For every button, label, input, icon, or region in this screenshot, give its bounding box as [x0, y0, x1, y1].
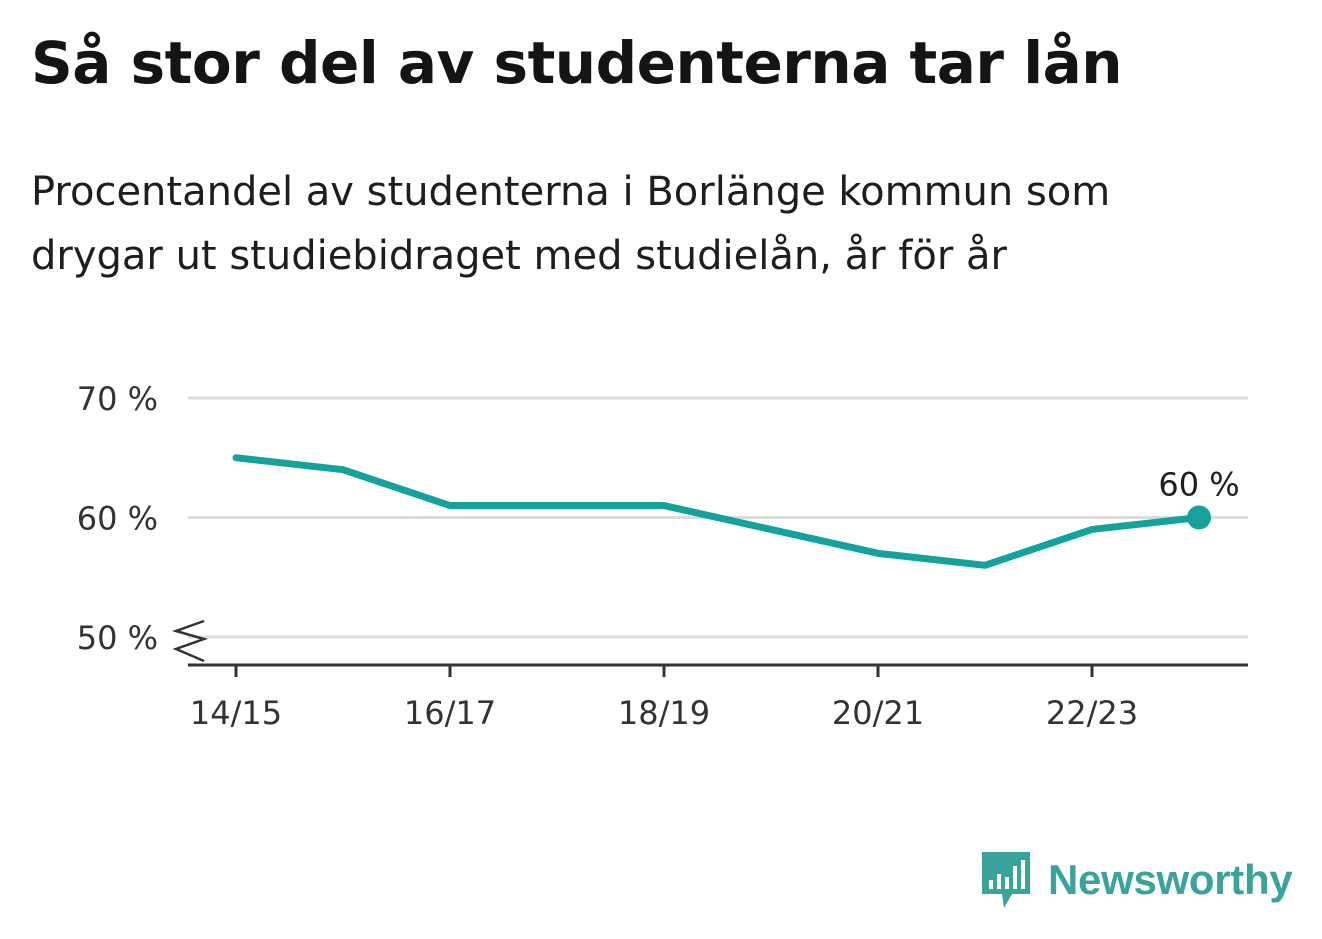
subtitle-line-1: Procentandel av studenterna i Borlänge k…: [31, 169, 1111, 215]
end-point-marker: [1187, 505, 1211, 530]
chart-subtitle: Procentandel av studenterna i Borlänge k…: [31, 160, 1231, 288]
x-tick-labels: 14/15 16/17 18/19 20/21 22/23: [190, 694, 1138, 732]
series-line: [232, 454, 1203, 569]
chart-title: Så stor del av studenterna tar lån: [31, 29, 1123, 97]
x-tick-label: 14/15: [190, 694, 282, 732]
series-group: 60 %: [232, 454, 1240, 569]
x-tick-label: 22/23: [1046, 694, 1138, 732]
brand-name: Newsworthy: [1048, 856, 1293, 903]
y-tick-label: 60 %: [77, 500, 158, 538]
newsworthy-logo-icon: [982, 852, 1030, 908]
y-tick-label: 70 %: [77, 380, 158, 418]
gridlines: [171, 396, 1248, 663]
x-axis: [188, 663, 1248, 677]
axis-break-icon: [171, 619, 209, 663]
newsworthy-logo: Newsworthy: [982, 850, 1293, 910]
x-tick-label: 16/17: [404, 694, 496, 732]
subtitle-line-2: drygar ut studiebidraget med studielån, …: [31, 233, 1007, 279]
end-value-label: 60 %: [1158, 466, 1239, 504]
y-tick-labels: 50 % 60 % 70 %: [77, 380, 158, 657]
x-tick-label: 18/19: [618, 694, 710, 732]
y-tick-label: 50 %: [77, 619, 158, 657]
x-tick-label: 20/21: [832, 694, 924, 732]
